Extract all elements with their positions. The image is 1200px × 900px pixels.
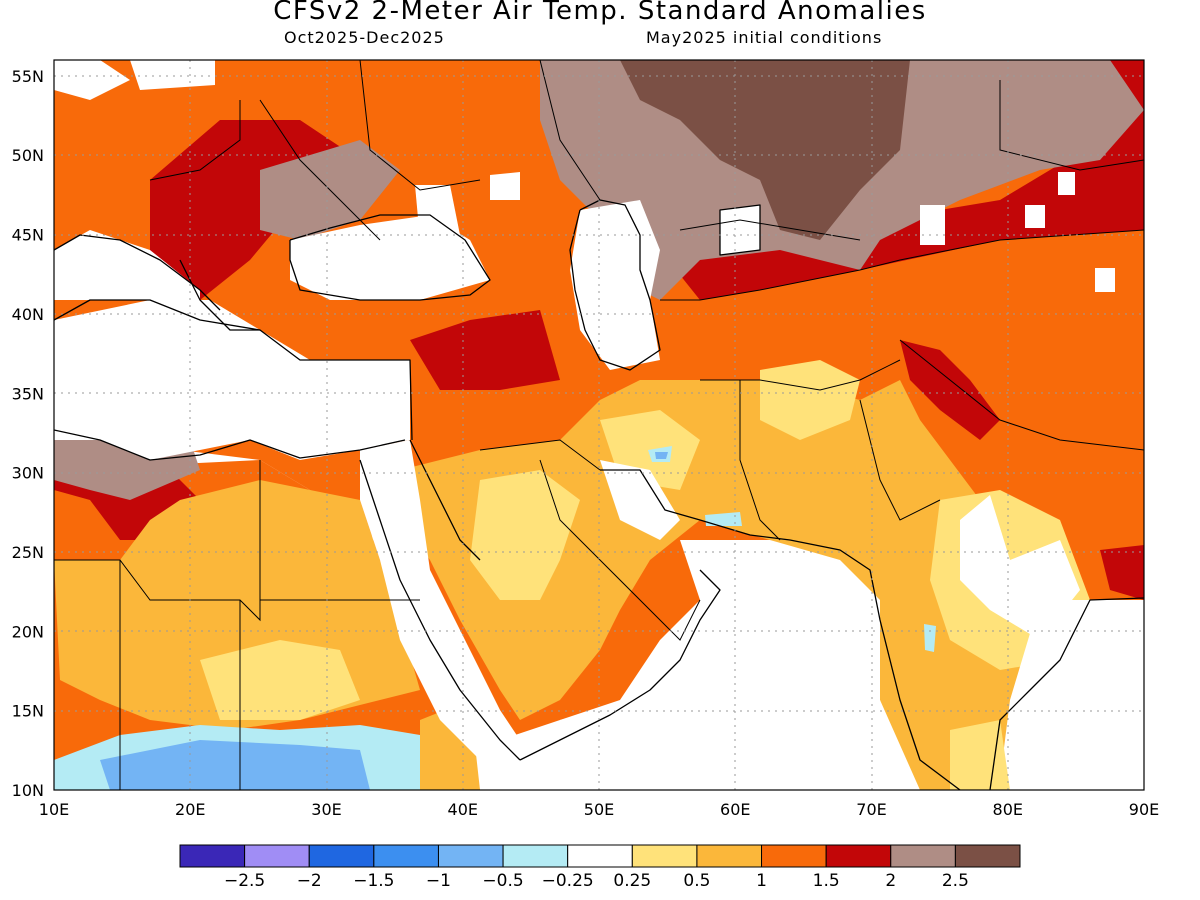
legend-boxes — [179, 844, 1021, 868]
legend-label: 0.25 — [613, 871, 651, 891]
legend-swatch — [244, 844, 310, 868]
legend-swatch — [567, 844, 633, 868]
legend-swatch — [954, 844, 1021, 868]
lat-tick-label: 15N — [12, 702, 44, 721]
lat-tick-label: 10N — [12, 781, 44, 800]
legend-swatch — [631, 844, 698, 868]
forecast-period: Oct2025-Dec2025 — [284, 28, 445, 47]
legend-swatch — [179, 844, 246, 868]
legend-label: −2.5 — [224, 871, 265, 891]
legend-label: −1 — [426, 871, 451, 891]
lat-tick-label: 35N — [12, 384, 44, 403]
lat-tick-label: 50N — [12, 146, 44, 165]
lon-tick-label: 80E — [993, 800, 1023, 819]
lat-tick-label: 30N — [12, 464, 44, 483]
legend-swatch — [502, 844, 569, 868]
border-layer — [54, 60, 1144, 790]
map-plot-area — [54, 60, 1144, 790]
lat-tick-label: 25N — [12, 543, 44, 562]
lon-tick-label: 20E — [175, 800, 205, 819]
legend-swatch — [825, 844, 892, 868]
lon-tick-label: 60E — [720, 800, 750, 819]
legend-swatch — [308, 844, 375, 868]
legend-label: −1.5 — [353, 871, 394, 891]
lon-tick-label: 40E — [448, 800, 478, 819]
lat-tick-label: 20N — [12, 622, 44, 641]
legend-swatch — [696, 844, 763, 868]
legend-swatch — [761, 844, 827, 868]
legend-swatch — [373, 844, 439, 868]
legend-swatch — [437, 844, 504, 868]
legend-label: −0.25 — [542, 871, 594, 891]
legend-label: 0.5 — [683, 871, 710, 891]
lon-tick-label: 30E — [311, 800, 341, 819]
coastline-layer — [54, 199, 1144, 790]
graticule — [54, 60, 1144, 790]
legend-label: 1 — [756, 871, 767, 891]
lat-tick-label: 45N — [12, 226, 44, 245]
legend-labels: −2.5 −2 −1.5 −1 −0.5 −0.25 0.25 0.5 1 1.5 2 2.5 — [224, 871, 969, 891]
lat-tick-label: 55N — [12, 67, 44, 86]
map-frame — [53, 59, 1145, 791]
legend-label: −2 — [297, 871, 322, 891]
initial-conditions: May2025 initial conditions — [646, 28, 883, 47]
lon-tick-label: 70E — [856, 800, 886, 819]
lon-tick-label: 50E — [584, 800, 614, 819]
legend-label: −0.5 — [482, 871, 523, 891]
legend-label: 2 — [885, 871, 896, 891]
axis-labels: 10E 20E 30E 40E 50E 60E 70E 80E 90E 10N 15N 20N 25N 3… — [12, 67, 1160, 819]
lat-tick-label: 40N — [12, 305, 44, 324]
legend-swatch — [890, 844, 956, 868]
legend-label: 1.5 — [813, 871, 840, 891]
lon-tick-label: 10E — [39, 800, 69, 819]
lon-tick-label: 90E — [1129, 800, 1159, 819]
legend-label: 2.5 — [942, 871, 969, 891]
map-title: CFSv2 2-Meter Air Temp. Standard Anomali… — [273, 0, 927, 26]
